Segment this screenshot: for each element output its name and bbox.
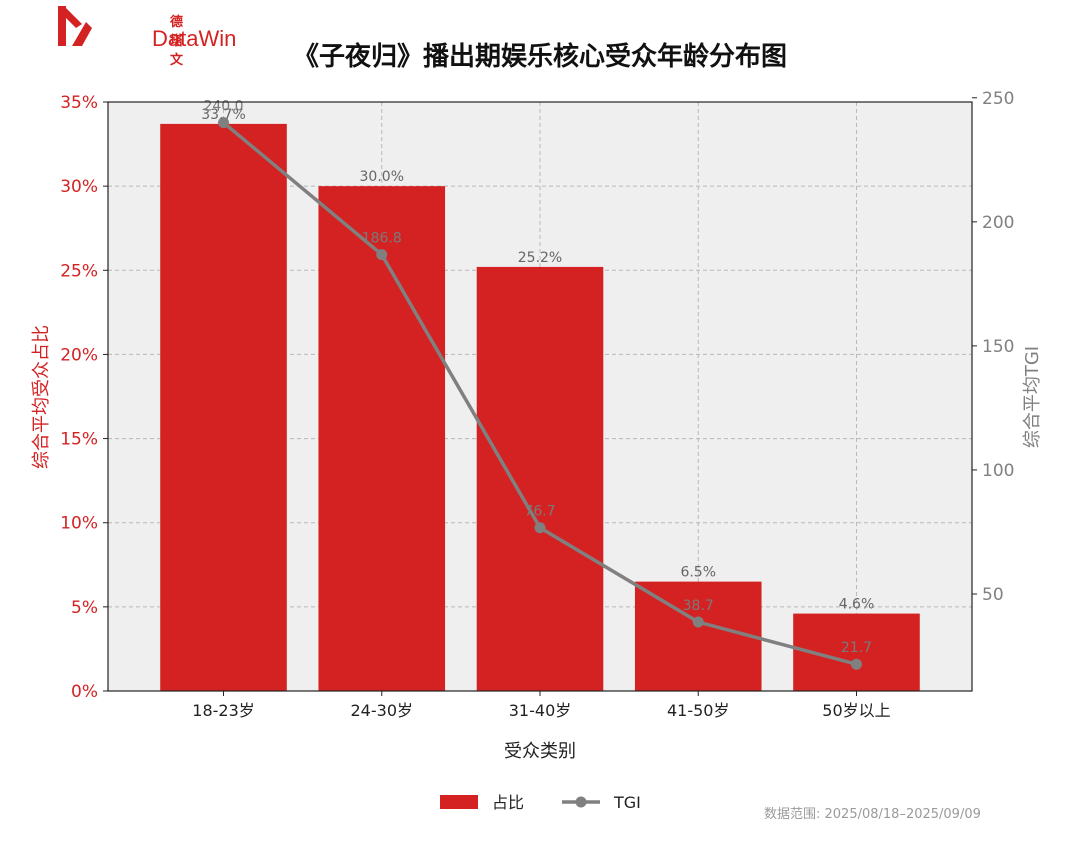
tgi-value-label: 76.7 [524,504,555,520]
left-axis-tick-label: 15% [60,430,98,450]
right-axis-tick-label: 100 [982,461,1014,481]
bar-value-label: 33.7% [201,107,245,123]
tgi-point-5 [850,658,862,670]
tgi-point-3 [534,522,546,534]
right-axis-title: 综合平均TGI [1022,346,1043,448]
bar-value-label: 4.6% [839,597,875,613]
left-axis-title: 综合平均受众占比 [31,325,52,469]
tgi-value-label: 38.7 [683,598,714,614]
logo-text-en: DataWin [152,26,237,51]
right-axis-tick-label: 200 [982,213,1014,233]
legend-swatch-bar [440,795,478,809]
tgi-point-1 [218,117,230,129]
x-axis-tick-label: 41-50岁 [667,701,730,720]
left-axis-tick-label: 0% [71,682,98,702]
legend-swatch-marker [575,796,587,808]
x-axis-tick-label: 24-30岁 [351,701,414,720]
tgi-point-4 [692,616,704,628]
tgi-point-2 [376,249,388,261]
datawin-logo-mark [58,6,92,46]
left-axis-tick-label: 30% [60,177,98,197]
datawin-logo: 德塔文 DataWin [52,2,236,68]
bar-2 [318,186,446,691]
date-range-note: 数据范围: 2025/08/18–2025/09/09 [764,807,981,822]
x-axis-tick-label: 31-40岁 [509,701,572,720]
legend-label-line: TGI [613,793,641,812]
right-axis-tick-label: 50 [982,585,1004,605]
left-axis-tick-label: 25% [60,261,98,281]
x-axis-tick-label: 50岁以上 [822,701,890,720]
bar-value-label: 30.0% [360,169,404,185]
x-axis-title: 受众类别 [504,741,576,762]
left-axis-tick-label: 5% [71,598,98,618]
bar-4 [634,581,762,691]
left-axis-tick-label: 10% [60,514,98,534]
tgi-value-label: 240.0 [203,99,243,115]
x-axis-tick-label: 18-23岁 [192,701,255,720]
left-axis-tick-label: 20% [60,345,98,365]
tgi-value-label: 21.7 [841,640,872,656]
tgi-value-label: 186.8 [362,231,402,247]
right-axis-tick-label: 250 [982,89,1014,109]
bar-1 [160,123,287,692]
left-axis-tick-label: 35% [60,93,98,113]
logo-text-cn: 德塔文 [170,15,184,68]
bar-3 [476,266,604,691]
bar-value-label: 25.2% [518,250,562,266]
bar-value-label: 6.5% [680,565,716,581]
right-axis-tick-label: 150 [982,337,1014,357]
legend-label-bar: 占比 [492,793,524,812]
chart-title: 《子夜归》播出期娱乐核心受众年龄分布图 [292,42,787,72]
